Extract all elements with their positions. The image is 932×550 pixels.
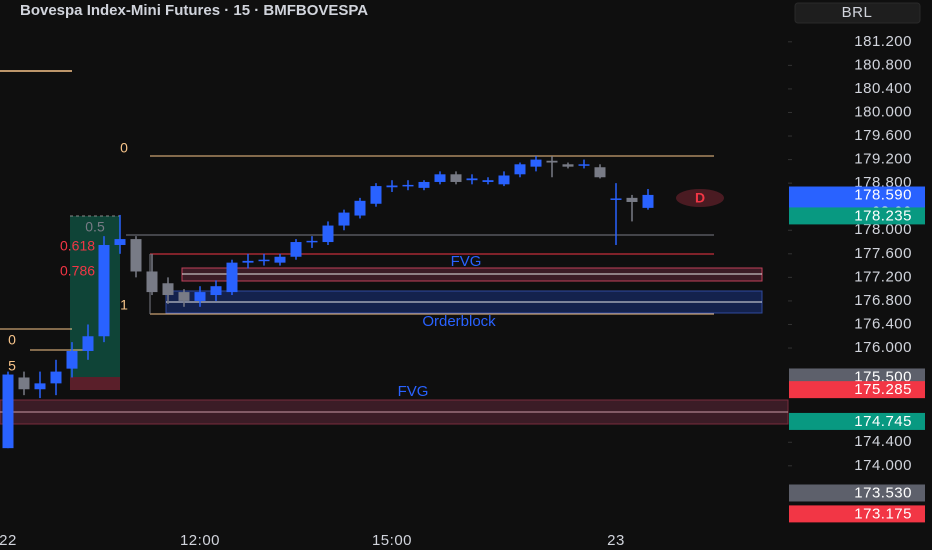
currency[interactable]: BRL [842, 4, 873, 21]
y-tick-label: 174.000 [854, 457, 912, 474]
candles [2, 156, 654, 449]
candle-body [386, 185, 398, 188]
y-tick-label: 176.800 [854, 292, 912, 309]
candle-body [610, 198, 622, 200]
candle-body [114, 239, 126, 245]
candle-body [162, 283, 174, 296]
candle-body [98, 244, 110, 337]
candle-body [626, 197, 638, 202]
candle-body [322, 225, 334, 243]
drawings [0, 70, 789, 425]
candle-body [402, 184, 414, 187]
candle-body [66, 350, 78, 369]
fib-label: 1 [120, 297, 128, 313]
y-tick-label: 179.600 [854, 127, 912, 144]
orderblock-label: Orderblock [422, 313, 496, 330]
candle-body [226, 262, 238, 293]
y-tick-label: 176.400 [854, 315, 912, 332]
price-badges: 178.59003:00178.235175.500175.285174.745… [789, 186, 925, 523]
fib-label: 0.618 [60, 238, 95, 254]
candle-body [578, 164, 590, 166]
price-badge-label: 173.175 [854, 505, 912, 522]
price-badge [789, 412, 925, 430]
y-tick-label: 180.000 [854, 103, 912, 120]
y-tick-label: 178.000 [854, 221, 912, 238]
candle-body [338, 212, 350, 226]
x-tick-label: 15:00 [372, 532, 412, 549]
price-badge-label: 174.745 [854, 413, 912, 430]
price-badge [789, 484, 925, 502]
candle-body [418, 181, 430, 188]
price-badge [789, 381, 925, 399]
fvg-label: FVG [451, 253, 482, 270]
candle-body [50, 371, 62, 384]
candle-body [562, 164, 574, 167]
candle-body [18, 377, 30, 390]
candle-body [194, 292, 206, 301]
fvg-label: FVG [398, 383, 429, 400]
session-label: D [695, 190, 705, 206]
annotations: 0 0.5 0.618 0.786 1 0 5 FVG Orderblock F… [8, 140, 705, 400]
y-tick-label: 180.400 [854, 80, 912, 97]
fib-label: 5 [8, 358, 16, 374]
candle-body [130, 239, 142, 272]
candle-body [498, 175, 510, 185]
price-badge-label: 173.530 [854, 484, 912, 501]
candle-body [2, 374, 14, 449]
candle-body [258, 259, 270, 262]
candle-body [594, 167, 606, 178]
candle-body [306, 240, 318, 243]
candle-body [178, 292, 190, 301]
y-tick-label: 179.200 [854, 151, 912, 168]
fib-label: 0.786 [60, 263, 95, 279]
x-tick-label: 12:00 [180, 532, 220, 549]
currency-box[interactable] [794, 2, 921, 24]
candle-body [530, 159, 542, 167]
candle-body [146, 271, 158, 293]
y-tick-label: 176.000 [854, 339, 912, 356]
price-badge-label: 178.235 [854, 207, 912, 224]
candle-body [34, 383, 46, 390]
candle-body [290, 242, 302, 257]
candle-body [482, 180, 494, 182]
candle-body [642, 194, 654, 208]
y-tick-label: 174.400 [854, 433, 912, 450]
price-badge [789, 207, 925, 225]
session-pill [676, 189, 724, 207]
x-tick-label: 22 [0, 532, 17, 549]
candle-body [546, 160, 558, 163]
price-badge [789, 505, 925, 523]
y-tick-label: 177.200 [854, 268, 912, 285]
y-tick-label: 177.600 [854, 245, 912, 262]
candle-body [466, 178, 478, 181]
y-tick-label: 180.800 [854, 56, 912, 73]
candle-body [434, 174, 446, 182]
candle-body [354, 200, 366, 216]
x-tick-label: 23 [607, 532, 625, 549]
candle-body [82, 336, 94, 351]
fib-label: 0 [8, 332, 16, 348]
zone [70, 377, 120, 390]
candle-body [210, 286, 222, 296]
candle-body [274, 256, 286, 263]
candle-body [370, 186, 382, 204]
fib-label: 0.5 [85, 219, 105, 235]
price-badge-label: 178.590 [854, 186, 912, 203]
chart-title: Bovespa Index-Mini Futures · 15 · BMFBOV… [20, 2, 368, 19]
price-badge-label: 175.285 [854, 381, 912, 398]
zone [70, 216, 120, 390]
fib-label: 0 [120, 140, 128, 156]
candle-body [450, 174, 462, 182]
y-tick-label: 181.200 [854, 33, 912, 50]
candle-body [514, 164, 526, 175]
candle-body [242, 260, 254, 263]
